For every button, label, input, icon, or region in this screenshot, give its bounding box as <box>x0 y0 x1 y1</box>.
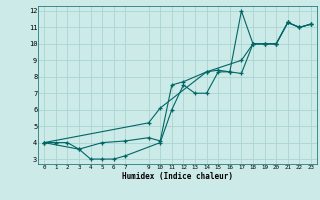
X-axis label: Humidex (Indice chaleur): Humidex (Indice chaleur) <box>122 172 233 181</box>
